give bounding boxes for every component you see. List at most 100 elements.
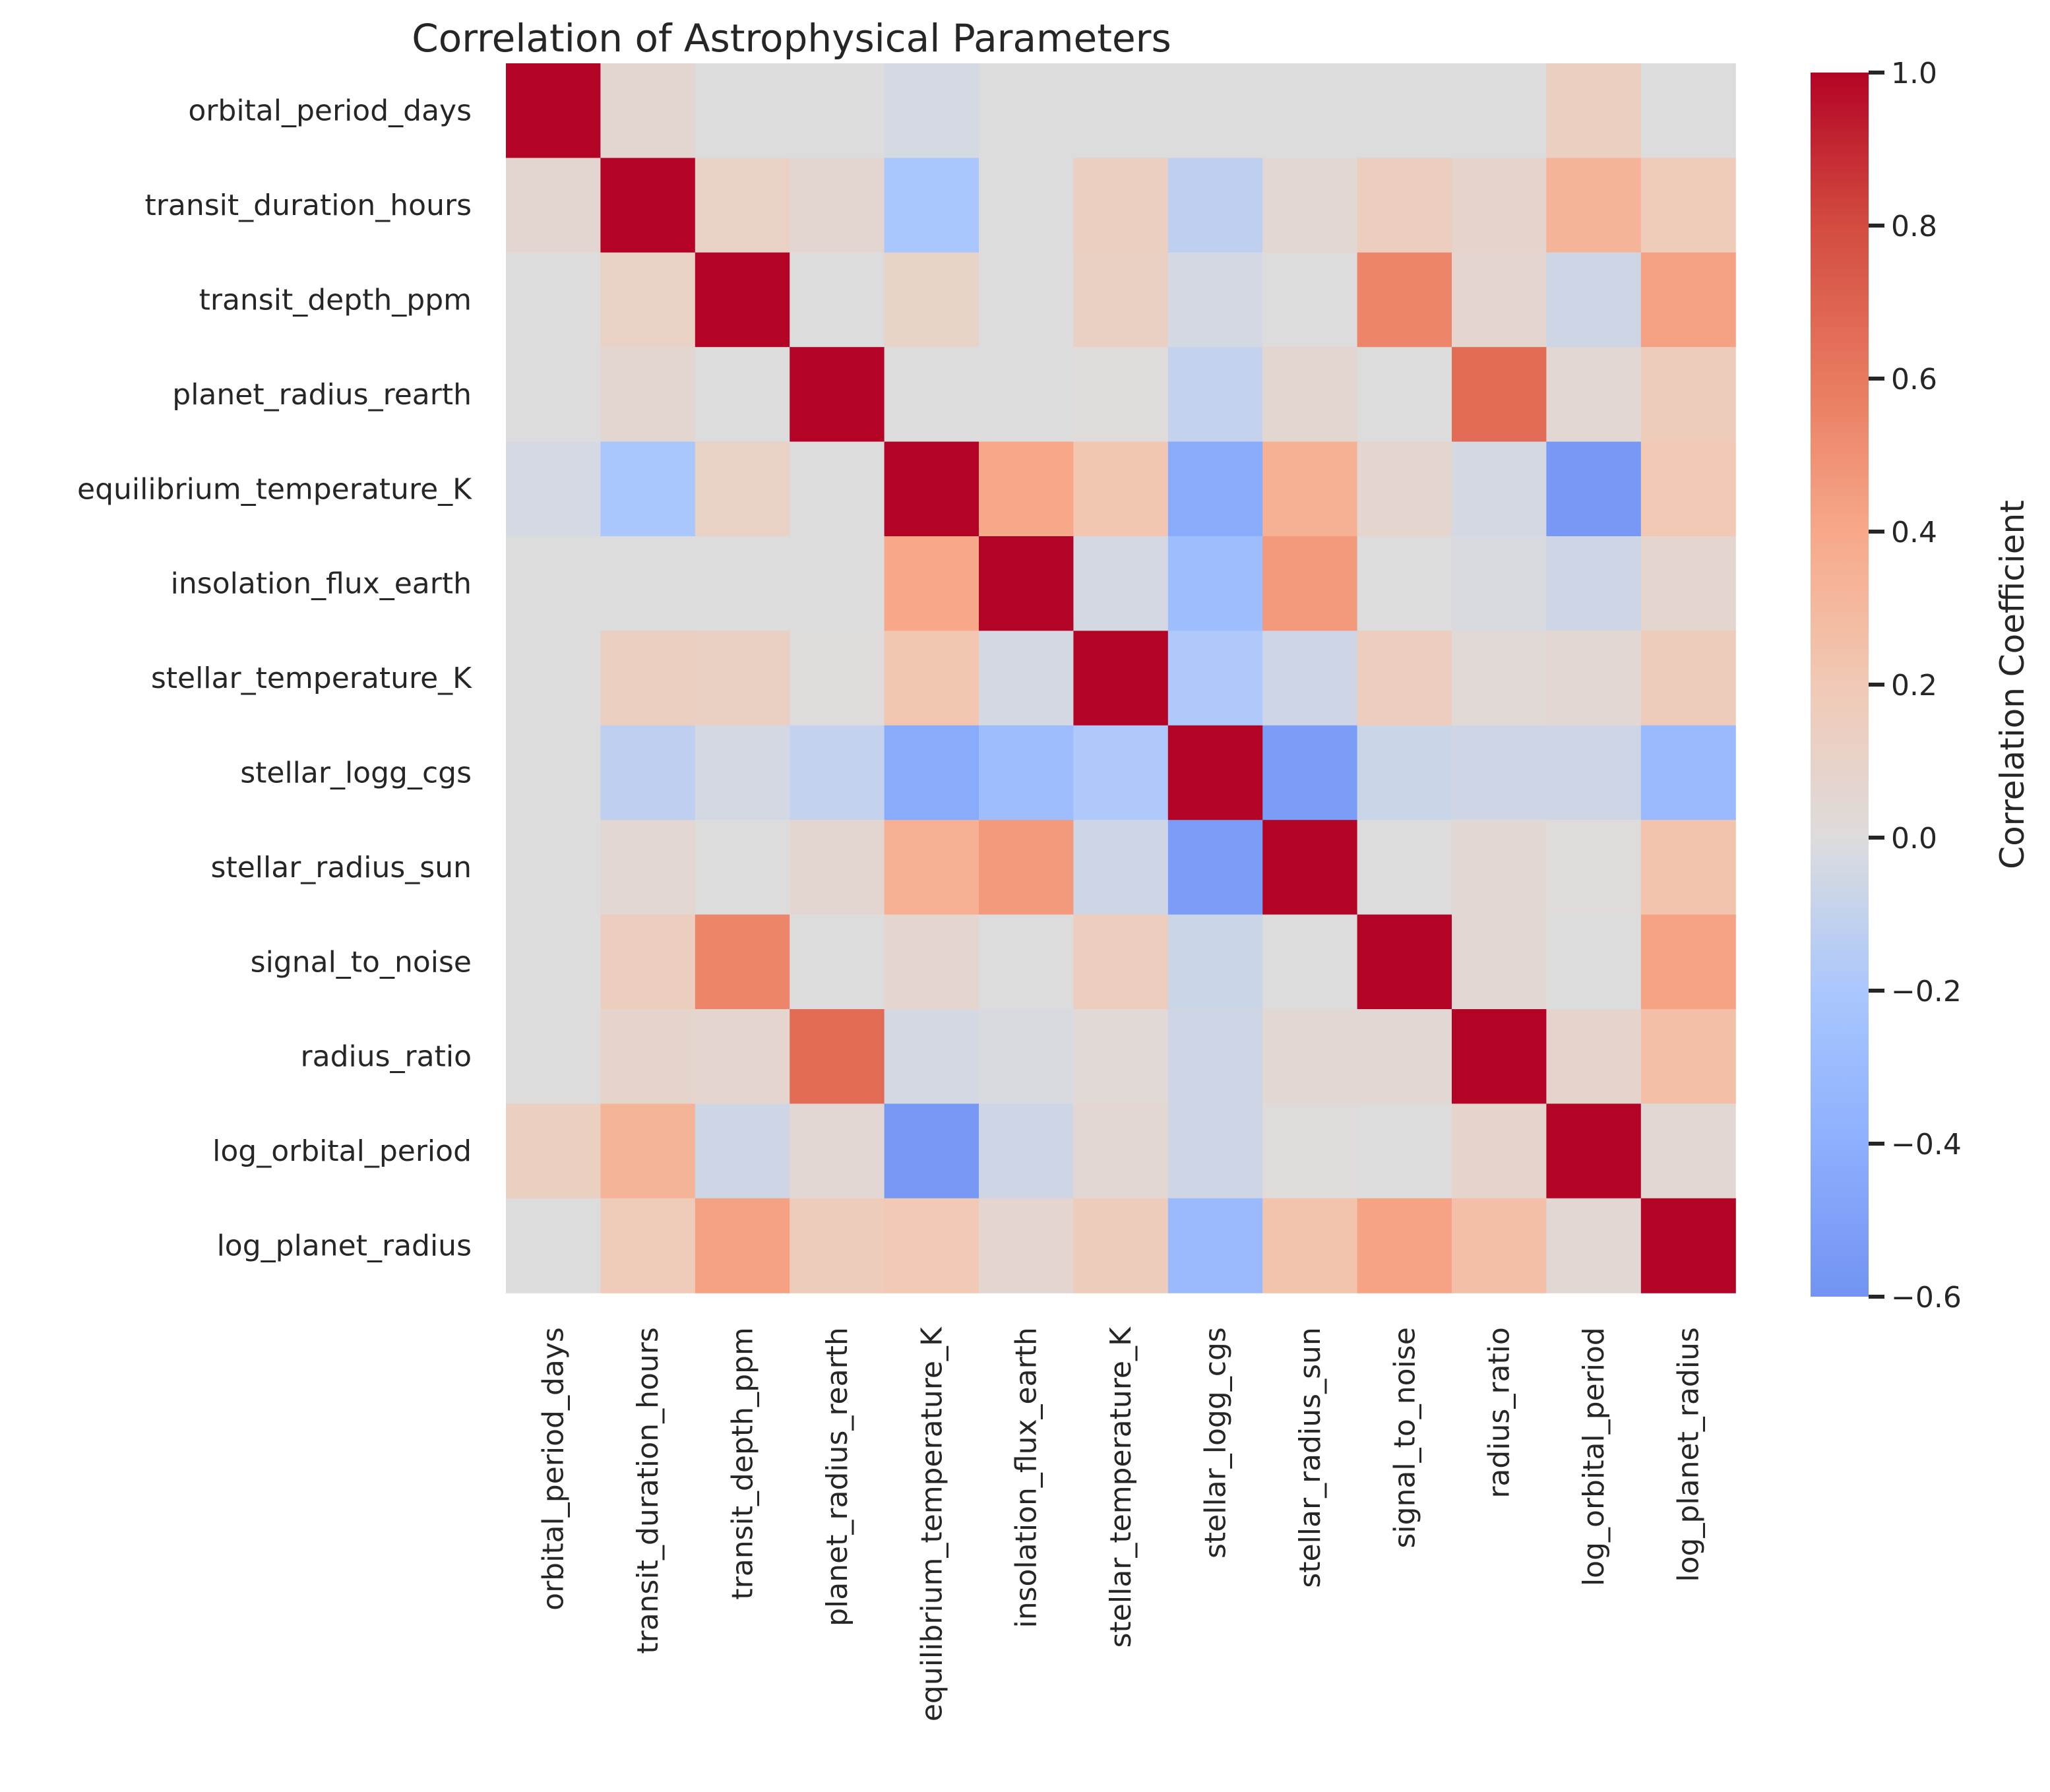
heatmap-cell	[1073, 1198, 1169, 1293]
heatmap-cell	[600, 536, 696, 631]
heatmap-cell	[790, 631, 885, 726]
heatmap-cell	[1073, 158, 1169, 253]
heatmap-cell	[1452, 631, 1547, 726]
heatmap-cell	[695, 536, 790, 631]
heatmap-cell	[1167, 820, 1263, 915]
x-tick-label: transit_depth_ppm	[726, 1327, 760, 1599]
x-tick-label: planet_radius_rearth	[821, 1327, 854, 1626]
heatmap-cell	[1546, 252, 1642, 348]
heatmap-cell	[1640, 914, 1736, 1010]
heatmap-cells	[506, 63, 1736, 1293]
heatmap-cell	[695, 347, 790, 443]
y-tick-label: stellar_temperature_K	[151, 662, 472, 695]
colorbar-label: Correlation Coefficient	[1993, 500, 2032, 869]
heatmap-cell	[1546, 158, 1642, 253]
heatmap-cell	[1262, 536, 1358, 631]
heatmap-cell	[790, 820, 885, 915]
heatmap-cell	[1073, 252, 1169, 348]
x-tick-label: transit_duration_hours	[631, 1327, 665, 1653]
heatmap-cell	[1640, 725, 1736, 820]
y-tick-label: stellar_radius_sun	[211, 851, 472, 884]
colorbar-ticks: 1.0 0.8 0.6 0.4 0.2 0.0 −0.2 −0.4 −0.6	[1869, 57, 1962, 1314]
heatmap-cell	[1452, 347, 1547, 443]
heatmap-cell	[1357, 1198, 1452, 1293]
colorbar-tick-label: 0.4	[1891, 516, 1937, 549]
heatmap-cell	[884, 631, 979, 726]
heatmap-cell	[1452, 914, 1547, 1010]
heatmap-cell	[695, 1103, 790, 1199]
heatmap-cell	[1262, 820, 1358, 915]
heatmap-cell	[1167, 441, 1263, 537]
heatmap-cell	[1357, 914, 1452, 1010]
heatmap-cell	[1167, 347, 1263, 443]
heatmap-cell	[1546, 1198, 1642, 1293]
heatmap-cell	[1357, 725, 1452, 820]
heatmap-cell	[979, 347, 1074, 443]
y-tick-label: radius_ratio	[301, 1040, 472, 1074]
heatmap-cell	[979, 725, 1074, 820]
heatmap-cell	[1640, 347, 1736, 443]
heatmap-cell	[506, 441, 601, 537]
heatmap-cell	[600, 1103, 696, 1199]
heatmap-cell	[1452, 1009, 1547, 1104]
heatmap-cell	[1357, 252, 1452, 348]
heatmap-cell	[1073, 631, 1169, 726]
heatmap-cell	[1167, 914, 1263, 1010]
y-tick-label: insolation_flux_earth	[171, 567, 472, 601]
heatmap-cell	[695, 631, 790, 726]
heatmap-cell	[695, 1009, 790, 1104]
y-tick-labels: orbital_period_days transit_duration_hour…	[77, 94, 472, 1263]
heatmap-cell	[1640, 63, 1736, 158]
heatmap-cell	[1452, 158, 1547, 253]
heatmap-cell	[1640, 252, 1736, 348]
heatmap-cell	[979, 441, 1074, 537]
heatmap-cell	[1452, 441, 1547, 537]
heatmap-cell	[506, 347, 601, 443]
heatmap-cell	[979, 536, 1074, 631]
colorbar-tick-label: −0.2	[1891, 975, 1962, 1008]
heatmap-cell	[1262, 1198, 1358, 1293]
y-tick-label: transit_depth_ppm	[199, 284, 472, 317]
heatmap-cell	[695, 1198, 790, 1293]
colorbar-tick-label: 0.6	[1891, 363, 1937, 396]
heatmap-cell	[1546, 914, 1642, 1010]
heatmap-cell	[884, 725, 979, 820]
heatmap-cell	[1640, 1198, 1736, 1293]
heatmap-cell	[1262, 1103, 1358, 1199]
heatmap-cell	[979, 158, 1074, 253]
heatmap-cell	[1640, 1103, 1736, 1199]
heatmap-cell	[506, 631, 601, 726]
heatmap-cell	[1167, 1198, 1263, 1293]
x-tick-label: signal_to_noise	[1388, 1327, 1421, 1548]
x-tick-label: orbital_period_days	[537, 1327, 571, 1611]
heatmap-cell	[506, 1103, 601, 1199]
y-tick-label: orbital_period_days	[188, 94, 472, 128]
heatmap-cell	[1262, 252, 1358, 348]
x-tick-label: insolation_flux_earth	[1010, 1327, 1043, 1628]
heatmap-cell	[506, 158, 601, 253]
heatmap-cell	[884, 252, 979, 348]
heatmap-cell	[1452, 252, 1547, 348]
heatmap-cell	[506, 1009, 601, 1104]
heatmap-cell	[1262, 441, 1358, 537]
heatmap-cell	[1452, 63, 1547, 158]
heatmap-cell	[884, 347, 979, 443]
heatmap-cell	[1452, 1198, 1547, 1293]
heatmap-cell	[600, 631, 696, 726]
heatmap-cell	[1640, 441, 1736, 537]
heatmap-cell	[790, 1009, 885, 1104]
heatmap-cell	[600, 252, 696, 348]
heatmap-cell	[695, 914, 790, 1010]
heatmap-cell	[1357, 536, 1452, 631]
heatmap-cell	[1073, 63, 1169, 158]
heatmap-cell	[1546, 536, 1642, 631]
heatmap-cell	[1640, 158, 1736, 253]
colorbar-tick-label: 0.2	[1891, 669, 1937, 702]
heatmap-cell	[600, 63, 696, 158]
heatmap-cell	[506, 536, 601, 631]
heatmap-cell	[979, 1198, 1074, 1293]
x-tick-label: log_planet_radius	[1672, 1327, 1706, 1582]
heatmap-cell	[790, 63, 885, 158]
heatmap-cell	[1640, 820, 1736, 915]
heatmap-cell	[600, 441, 696, 537]
